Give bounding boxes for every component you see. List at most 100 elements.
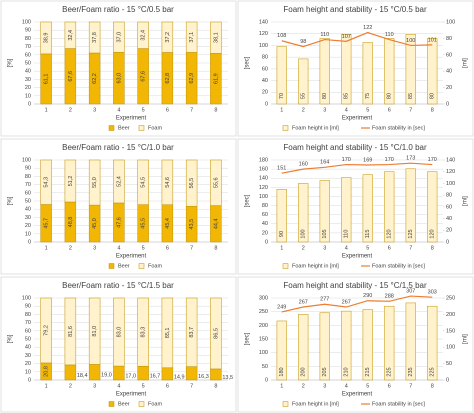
- y2-tick-label: 100: [446, 181, 455, 187]
- data-label: 83,3: [141, 327, 147, 338]
- data-label: 115: [365, 230, 371, 239]
- x-tick-label: 2: [302, 107, 305, 113]
- bar-segment: [88, 159, 101, 206]
- y-tick-label: 250: [259, 309, 268, 315]
- data-label: 38,1: [213, 32, 219, 43]
- x-tick-label: 1: [280, 245, 283, 251]
- data-label: 44,4: [213, 218, 219, 229]
- y-tick-label: 60: [25, 328, 31, 334]
- x-tick-label: 6: [388, 245, 391, 251]
- x-tick-label: 5: [142, 383, 145, 389]
- data-label: 215: [365, 367, 371, 376]
- y2-tick-label: 250: [446, 295, 455, 301]
- y2-tick-label: 20: [446, 85, 452, 91]
- x-tick-label: 1: [280, 107, 283, 113]
- x-axis-label: Experiment: [116, 254, 147, 260]
- bar: [405, 168, 416, 243]
- bar: [298, 314, 309, 381]
- y-tick-label: 50: [25, 60, 31, 66]
- data-label: 47,6: [116, 217, 122, 228]
- data-label: 70: [279, 93, 285, 99]
- y-tick-label: 40: [25, 207, 31, 213]
- data-label: 52,4: [116, 176, 122, 187]
- y-tick-label: 120: [259, 31, 268, 37]
- bar-segment: [210, 159, 222, 206]
- y-axis-label: [%]: [8, 334, 14, 343]
- x-tick-label: 8: [431, 383, 434, 389]
- x-tick-label: 3: [323, 107, 326, 113]
- data-label: 37,1: [189, 32, 195, 43]
- data-label: 85: [344, 93, 350, 99]
- y-tick-label: 40: [25, 345, 31, 351]
- legend-swatch: [138, 401, 145, 407]
- x-tick-label: 2: [302, 383, 305, 389]
- data-label: 37,0: [116, 32, 122, 43]
- y-tick-label: 30: [25, 215, 31, 221]
- bar-segment: [113, 21, 125, 53]
- data-label: 63,0: [116, 73, 122, 84]
- x-tick-label: 3: [93, 107, 96, 113]
- bar: [319, 312, 330, 381]
- x-tick-label: 7: [409, 383, 412, 389]
- x-tick-label: 5: [142, 107, 145, 113]
- legend-swatch: [282, 401, 289, 407]
- data-label: 67,6: [141, 71, 147, 82]
- data-label: 122: [363, 25, 372, 31]
- y-tick-label: 0: [28, 239, 31, 245]
- y-tick-label: 80: [25, 36, 31, 42]
- panel-frame: [0, 0, 237, 137]
- x-axis-label: Experiment: [342, 254, 373, 260]
- data-label: 85: [408, 93, 414, 99]
- data-label: 108: [277, 33, 286, 39]
- data-label: 100: [301, 229, 307, 238]
- bar: [384, 305, 395, 381]
- x-tick-label: 5: [366, 245, 369, 251]
- legend-label: Beer: [118, 401, 130, 407]
- y-tick-label: 200: [259, 323, 268, 329]
- bar-segment: [64, 159, 77, 203]
- data-label: 79,2: [44, 325, 50, 336]
- y2-tick-label: 20: [446, 228, 452, 234]
- x-tick-label: 4: [117, 383, 120, 389]
- legend-swatch: [138, 125, 145, 131]
- y-tick-label: 10: [25, 369, 31, 375]
- y-tick-label: 50: [25, 336, 31, 342]
- legend-label: Foam: [148, 125, 162, 131]
- x-tick-label: 7: [190, 107, 193, 113]
- bar: [384, 171, 395, 243]
- y2-tick-label: 0: [446, 377, 449, 383]
- bar: [427, 171, 438, 243]
- y2-tick-label: 150: [446, 328, 455, 334]
- bar: [362, 42, 373, 105]
- data-label: 56,5: [189, 178, 195, 189]
- y-tick-label: 100: [22, 295, 31, 301]
- data-label: 225: [430, 367, 436, 376]
- y2-tick-label: 60: [446, 52, 452, 58]
- y2-tick-label: 100: [446, 345, 455, 351]
- data-label: 170: [428, 157, 437, 163]
- bar-segment: [137, 159, 149, 205]
- legend-label: Foam height in [ml]: [292, 401, 339, 407]
- y-tick-label: 80: [262, 55, 268, 61]
- data-label: 180: [279, 367, 285, 376]
- data-label: 18,4: [77, 373, 88, 379]
- y2-tick-label: 100: [446, 19, 455, 25]
- data-label: 54,3: [44, 177, 50, 188]
- x-tick-label: 7: [190, 245, 193, 251]
- y-tick-label: 0: [28, 101, 31, 107]
- data-label: 54,5: [141, 177, 147, 188]
- data-label: 225: [387, 367, 393, 376]
- data-label: 61,9: [213, 73, 219, 84]
- y-axis-label: [%]: [8, 58, 14, 67]
- y-tick-label: 60: [25, 190, 31, 196]
- data-label: 303: [428, 290, 437, 296]
- data-label: 32,4: [68, 30, 74, 41]
- data-label: 110: [320, 32, 329, 38]
- y2-tick-label: 40: [446, 216, 452, 222]
- x-tick-label: 4: [117, 107, 120, 113]
- data-label: 83,0: [116, 327, 122, 338]
- chart-title: Foam height and stability - 15 °C/1.0 ba…: [283, 143, 427, 152]
- y2-tick-label: 0: [446, 101, 449, 107]
- y-tick-label: 60: [25, 52, 31, 58]
- x-tick-label: 1: [45, 383, 48, 389]
